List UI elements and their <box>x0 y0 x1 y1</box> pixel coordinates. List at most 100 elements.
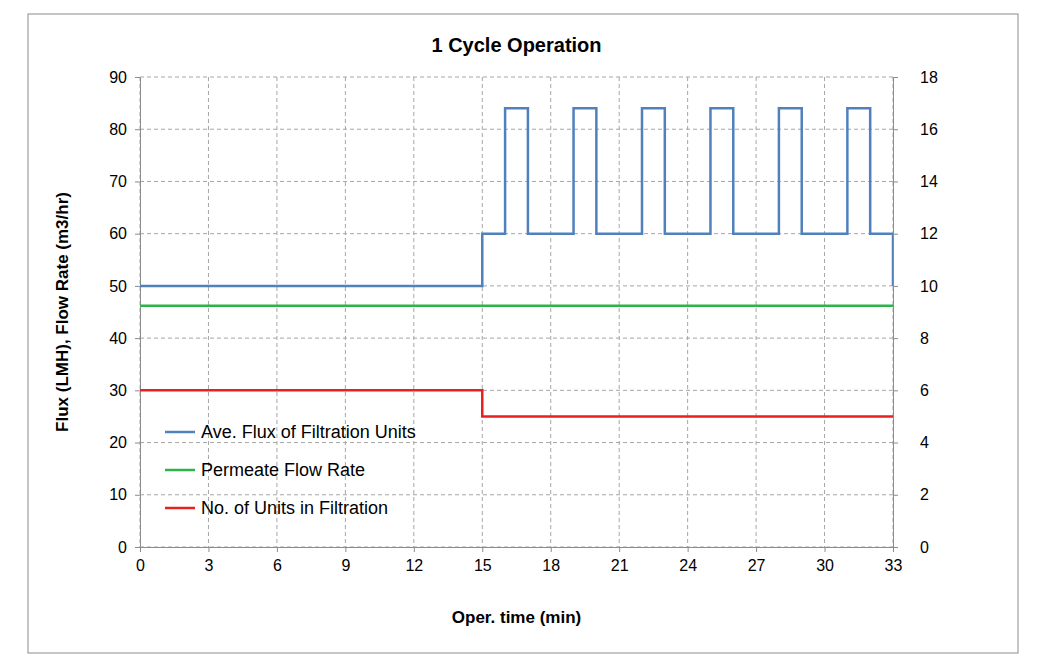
y2-axis-tick-mark <box>893 547 898 548</box>
legend: Ave. Flux of Filtration Units Permeate Fl… <box>165 422 416 518</box>
y2-axis-tick-label: 12 <box>920 225 938 242</box>
y2-axis-tick-label: 18 <box>920 69 938 86</box>
y2-axis: 0 2 4 6 8 10 12 14 16 18 <box>893 69 938 556</box>
y-axis-tick: 30 <box>109 382 140 399</box>
y-axis-tick-label: 20 <box>109 434 127 451</box>
y-axis-tick-label: 30 <box>109 382 127 399</box>
legend-item: No. of Units in Filtration <box>165 498 388 518</box>
y2-axis-tick: 12 <box>893 225 938 242</box>
x-axis-title: Oper. time (min) <box>452 608 581 627</box>
x-axis-tick: 9 <box>341 547 350 574</box>
y2-axis-tick-label: 14 <box>920 173 938 190</box>
x-axis-tick-label: 12 <box>405 557 423 574</box>
y2-axis-tick: 4 <box>893 434 929 451</box>
grid-line-x <box>893 77 894 547</box>
y-axis-tick-mark <box>135 286 140 287</box>
y-axis-tick-label: 0 <box>118 539 127 556</box>
chart-border <box>28 14 1018 653</box>
y-axis-tick: 0 <box>118 539 140 556</box>
x-axis-tick-mark <box>140 547 141 552</box>
x-axis-tick-mark <box>756 547 757 552</box>
series-line <box>140 390 893 416</box>
grid-line-y <box>140 547 893 548</box>
grid-line-x <box>619 77 620 547</box>
x-axis-tick-label: 24 <box>679 557 697 574</box>
chart: 0369121518212427303301020304050607080900… <box>0 0 1046 669</box>
y-axis: 0 10 20 30 40 50 60 70 80 90 <box>109 69 140 556</box>
y2-axis-tick: 8 <box>893 330 929 347</box>
y-axis-tick-label: 70 <box>109 173 127 190</box>
y2-axis-tick-mark <box>893 495 898 496</box>
y2-axis-tick: 18 <box>893 69 938 86</box>
series-line <box>140 304 893 307</box>
grid-line-x <box>687 77 688 547</box>
x-axis-tick: 21 <box>611 547 629 574</box>
y-axis-tick-label: 80 <box>109 121 127 138</box>
legend-label: Permeate Flow Rate <box>201 460 365 480</box>
x-axis-tick-label: 6 <box>273 557 282 574</box>
x-axis-tick-mark <box>208 547 209 552</box>
x-axis-tick: 18 <box>542 547 560 574</box>
y2-axis-tick-label: 6 <box>920 382 929 399</box>
y2-axis-tick-mark <box>893 443 898 444</box>
x-axis-line <box>141 547 894 548</box>
x-axis-tick-mark <box>345 547 346 552</box>
x-axis-tick: 15 <box>474 547 492 574</box>
x-axis-tick: 24 <box>679 547 697 574</box>
x-axis-tick: 30 <box>816 547 834 574</box>
y-axis-title: Flux (LMH), Flow Rate (m3/hr) <box>53 192 72 432</box>
y2-axis-tick-mark <box>893 181 898 182</box>
y-axis-line <box>140 78 141 548</box>
y2-axis-tick-label: 2 <box>920 486 929 503</box>
x-axis-tick-label: 21 <box>611 557 629 574</box>
y2-axis-tick: 0 <box>893 539 929 556</box>
x-axis-tick-label: 30 <box>816 557 834 574</box>
y2-axis-line <box>893 78 894 548</box>
y-axis-tick-mark <box>135 443 140 444</box>
grid-line-x <box>140 77 141 547</box>
grid-line-y <box>140 77 893 78</box>
grid-line-y <box>140 442 893 443</box>
x-axis-tick: 12 <box>405 547 423 574</box>
y-axis-tick-label: 40 <box>109 330 127 347</box>
x-axis-tick-mark <box>688 547 689 552</box>
y-axis-tick-label: 60 <box>109 225 127 242</box>
y-axis-tick: 40 <box>109 330 140 347</box>
x-axis-tick-label: 9 <box>341 557 350 574</box>
y-axis-tick: 10 <box>109 486 140 503</box>
y-axis-tick: 70 <box>109 173 140 190</box>
x-axis-tick-label: 15 <box>474 557 492 574</box>
title: 1 Cycle Operation <box>431 34 601 56</box>
legend-swatch <box>165 431 195 434</box>
y2-axis-tick-label: 16 <box>920 121 938 138</box>
x-axis-tick-mark <box>825 547 826 552</box>
legend-item: Ave. Flux of Filtration Units <box>165 422 416 442</box>
y-axis-tick-mark <box>135 129 140 130</box>
y-axis-tick: 90 <box>109 69 140 86</box>
legend-label: No. of Units in Filtration <box>201 498 388 518</box>
x-axis-tick-mark <box>414 547 415 552</box>
x-axis-tick: 33 <box>885 547 903 574</box>
x-axis-tick-label: 27 <box>748 557 766 574</box>
grid-line-y <box>140 338 893 339</box>
y2-axis-tick-mark <box>893 129 898 130</box>
legend-swatch <box>165 507 195 510</box>
plot-area <box>140 108 893 416</box>
x-axis-tick-mark <box>619 547 620 552</box>
grid-line-x <box>756 77 757 547</box>
y2-axis-tick: 10 <box>893 278 938 295</box>
grid-line-x <box>550 77 551 547</box>
y2-axis-tick-label: 0 <box>920 539 929 556</box>
y2-axis-tick-mark <box>893 286 898 287</box>
x-axis-tick: 3 <box>205 547 214 574</box>
y2-axis-tick-mark <box>893 390 898 391</box>
x-axis-tick-label: 18 <box>542 557 560 574</box>
y2-axis-tick-mark <box>893 77 898 78</box>
x-axis-tick: 0 <box>136 547 145 574</box>
y-axis-tick: 80 <box>109 121 140 138</box>
grid-line-x <box>824 77 825 547</box>
y-axis-tick-label: 90 <box>109 69 127 86</box>
y2-axis-tick-label: 4 <box>920 434 929 451</box>
y2-axis-tick: 2 <box>893 486 929 503</box>
y-axis-tick-label: 50 <box>109 278 127 295</box>
